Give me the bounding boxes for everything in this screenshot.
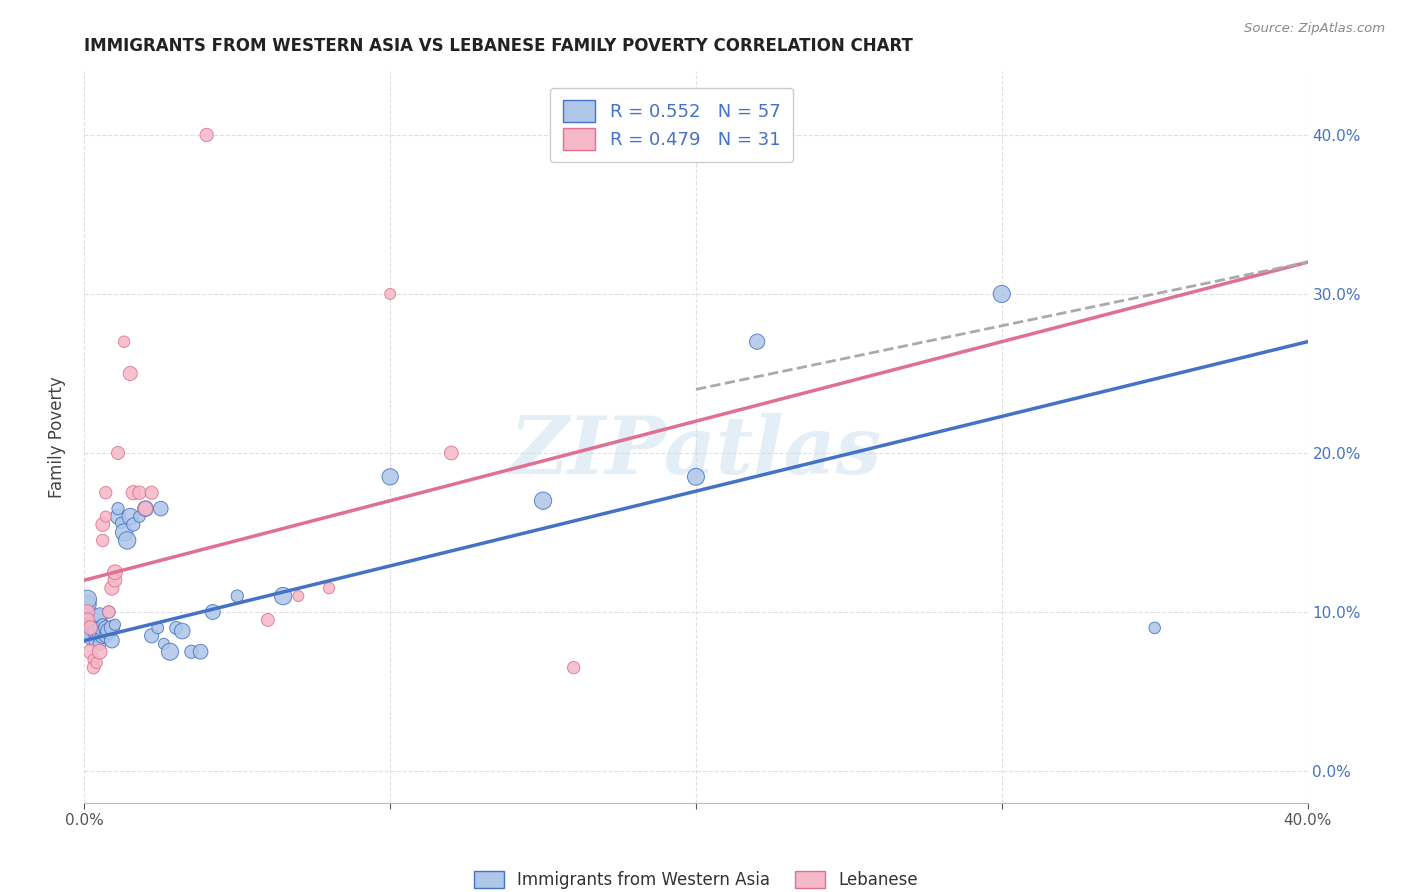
Point bbox=[101, 581, 124, 595]
Point bbox=[89, 621, 111, 635]
Point bbox=[101, 633, 124, 648]
Point bbox=[91, 624, 114, 638]
Point bbox=[107, 501, 129, 516]
Point bbox=[112, 334, 135, 349]
Point bbox=[201, 605, 224, 619]
Point bbox=[562, 660, 585, 674]
Point bbox=[159, 645, 181, 659]
Point bbox=[149, 501, 172, 516]
Point bbox=[104, 573, 127, 587]
Point bbox=[76, 609, 98, 624]
Point bbox=[685, 470, 707, 484]
Point bbox=[380, 470, 402, 484]
Point bbox=[97, 605, 120, 619]
Text: ZIPatlas: ZIPatlas bbox=[510, 413, 882, 491]
Point bbox=[76, 592, 98, 607]
Point bbox=[76, 597, 98, 611]
Point bbox=[135, 501, 157, 516]
Point bbox=[624, 128, 647, 142]
Point bbox=[107, 509, 129, 524]
Point bbox=[89, 629, 111, 643]
Point bbox=[83, 621, 105, 635]
Point bbox=[101, 621, 124, 635]
Point bbox=[318, 581, 340, 595]
Point bbox=[94, 629, 117, 643]
Point bbox=[76, 613, 98, 627]
Point bbox=[79, 645, 101, 659]
Point bbox=[91, 533, 114, 548]
Point bbox=[83, 660, 105, 674]
Point bbox=[135, 501, 157, 516]
Point bbox=[104, 617, 127, 632]
Point bbox=[120, 367, 142, 381]
Point bbox=[83, 629, 105, 643]
Point bbox=[76, 605, 98, 619]
Point bbox=[287, 589, 309, 603]
Point bbox=[89, 608, 111, 623]
Point bbox=[257, 613, 280, 627]
Point bbox=[112, 525, 135, 540]
Point bbox=[153, 637, 176, 651]
Point bbox=[86, 633, 108, 648]
Point bbox=[89, 645, 111, 659]
Point bbox=[172, 624, 194, 638]
Point bbox=[107, 446, 129, 460]
Point bbox=[79, 616, 101, 631]
Point bbox=[128, 509, 150, 524]
Point bbox=[190, 645, 212, 659]
Point bbox=[86, 656, 108, 670]
Point bbox=[195, 128, 218, 142]
Point bbox=[165, 621, 187, 635]
Point bbox=[79, 613, 101, 627]
Point bbox=[122, 517, 145, 532]
Point bbox=[180, 645, 202, 659]
Point bbox=[110, 516, 132, 530]
Point bbox=[128, 485, 150, 500]
Point bbox=[86, 617, 108, 632]
Point bbox=[271, 589, 294, 603]
Y-axis label: Family Poverty: Family Poverty bbox=[48, 376, 66, 498]
Point bbox=[79, 621, 101, 635]
Point bbox=[104, 566, 127, 580]
Point bbox=[120, 509, 142, 524]
Point bbox=[141, 485, 163, 500]
Point bbox=[380, 287, 402, 301]
Point bbox=[83, 617, 105, 632]
Point bbox=[531, 493, 554, 508]
Point bbox=[91, 629, 114, 643]
Point bbox=[83, 624, 105, 638]
Point bbox=[94, 509, 117, 524]
Text: IMMIGRANTS FROM WESTERN ASIA VS LEBANESE FAMILY POVERTY CORRELATION CHART: IMMIGRANTS FROM WESTERN ASIA VS LEBANESE… bbox=[84, 37, 914, 54]
Point bbox=[226, 589, 249, 603]
Point bbox=[146, 621, 169, 635]
Point bbox=[141, 629, 163, 643]
Point bbox=[97, 605, 120, 619]
Point bbox=[91, 517, 114, 532]
Point bbox=[79, 623, 101, 637]
Point bbox=[79, 619, 101, 633]
Point bbox=[122, 485, 145, 500]
Point bbox=[91, 617, 114, 632]
Point bbox=[89, 637, 111, 651]
Point bbox=[747, 334, 769, 349]
Point bbox=[1143, 621, 1166, 635]
Point bbox=[115, 533, 138, 548]
Point bbox=[83, 653, 105, 667]
Point bbox=[76, 605, 98, 619]
Text: Source: ZipAtlas.com: Source: ZipAtlas.com bbox=[1244, 22, 1385, 36]
Legend: Immigrants from Western Asia, Lebanese: Immigrants from Western Asia, Lebanese bbox=[465, 863, 927, 892]
Point bbox=[86, 625, 108, 640]
Point bbox=[94, 621, 117, 635]
Point bbox=[97, 624, 120, 638]
Point bbox=[991, 287, 1014, 301]
Point bbox=[86, 613, 108, 627]
Point bbox=[94, 485, 117, 500]
Point bbox=[440, 446, 463, 460]
